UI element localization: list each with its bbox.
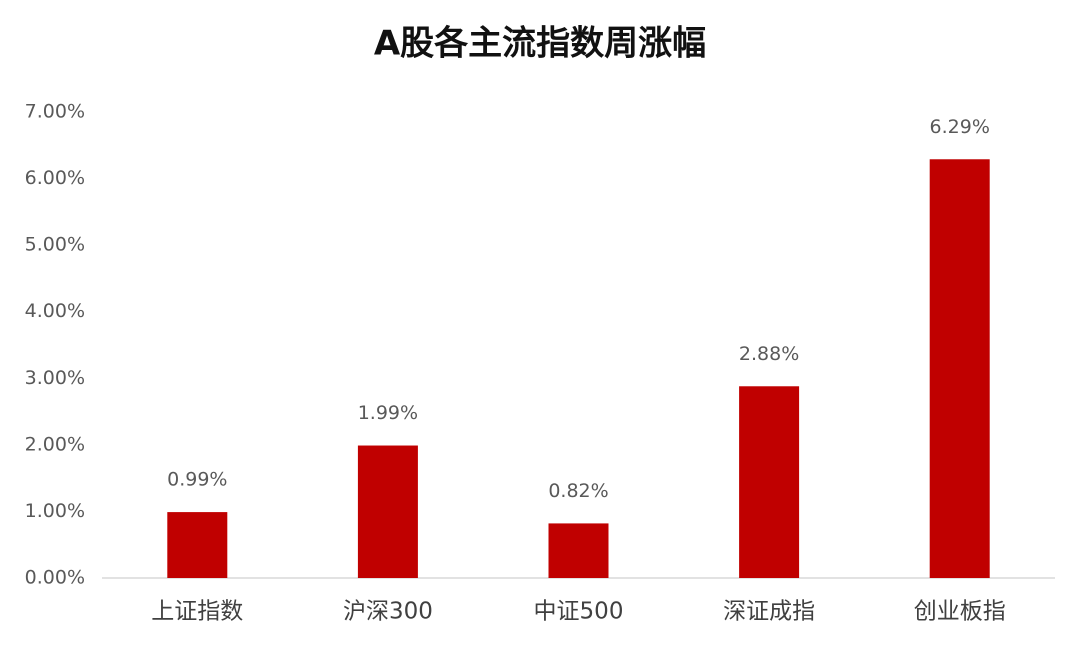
value-label: 6.29% xyxy=(930,116,990,138)
value-label: 2.88% xyxy=(739,343,799,365)
y-tick-label: 2.00% xyxy=(25,433,85,455)
y-tick-label: 7.00% xyxy=(25,101,85,123)
value-label: 0.82% xyxy=(548,480,608,502)
x-tick-label: 深证成指 xyxy=(723,599,815,625)
value-label: 0.99% xyxy=(167,469,227,491)
y-tick-label: 0.00% xyxy=(25,567,85,589)
y-tick-label: 3.00% xyxy=(25,367,85,389)
bar xyxy=(929,159,990,578)
y-tick-label: 1.00% xyxy=(25,500,85,522)
bar xyxy=(739,386,800,578)
bar xyxy=(167,512,228,578)
y-tick-label: 4.00% xyxy=(25,300,85,322)
y-tick-label: 6.00% xyxy=(25,167,85,189)
chart-title: A股各主流指数周涨幅 xyxy=(374,24,706,64)
y-tick-label: 5.00% xyxy=(25,234,85,256)
x-tick-label: 上证指数 xyxy=(151,599,243,625)
bar xyxy=(548,523,609,578)
bar xyxy=(357,445,418,578)
x-tick-label: 中证500 xyxy=(534,599,624,625)
value-label: 1.99% xyxy=(358,402,418,424)
x-tick-label: 沪深300 xyxy=(343,599,433,625)
x-tick-label: 创业板指 xyxy=(914,599,1006,625)
